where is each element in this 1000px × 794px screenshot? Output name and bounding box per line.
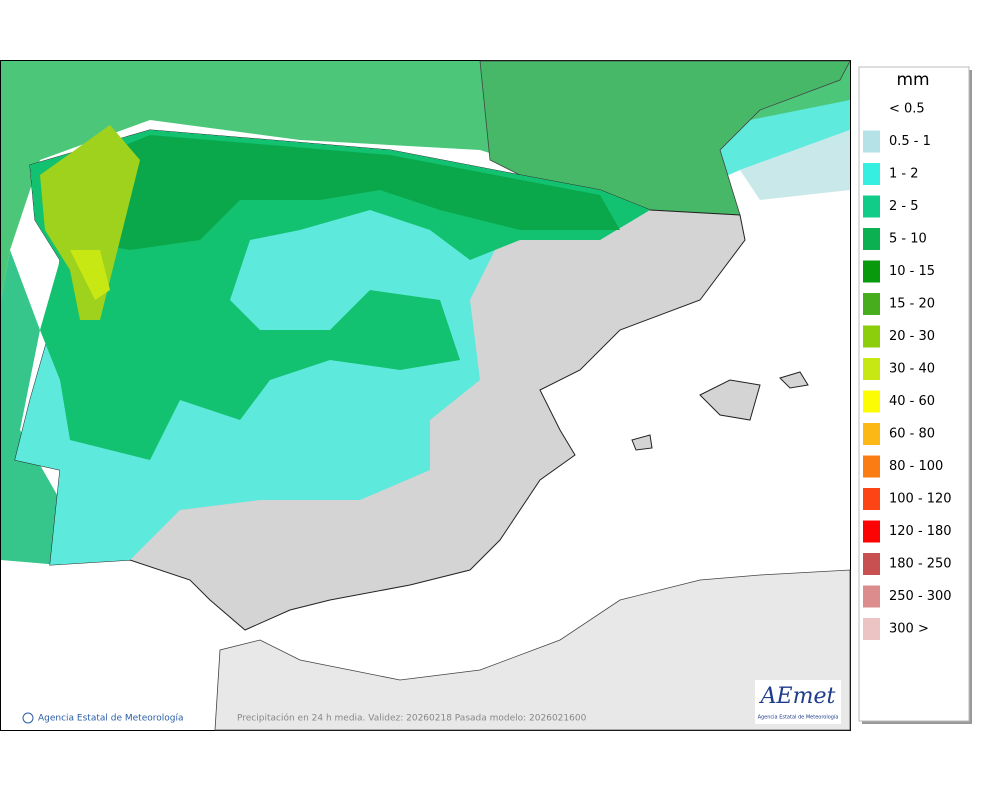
copyright-icon — [22, 712, 34, 724]
legend-label: 60 - 80 — [889, 427, 935, 442]
island — [779, 371, 809, 389]
legend-label: 120 - 180 — [889, 524, 952, 539]
credit: Agencia Estatal de Meteorología — [38, 714, 184, 724]
legend-swatch — [863, 390, 880, 413]
logo: AEmet — [759, 684, 836, 709]
precip-20-30 — [40, 125, 140, 320]
legend-swatch — [863, 325, 880, 348]
legend-label: 1 - 2 — [889, 167, 919, 182]
legend-swatch — [863, 455, 880, 478]
legend-swatch — [863, 423, 880, 445]
legend-swatch — [863, 260, 880, 283]
logo-subtitle: Agencia Estatal de Meteorología — [758, 714, 839, 721]
legend-swatch — [863, 585, 880, 608]
sea-precip — [1, 250, 60, 565]
legend-label: 300 > — [889, 622, 929, 637]
legend-swatch — [863, 553, 880, 575]
legend-swatch — [863, 488, 880, 510]
precip-30-40 — [70, 250, 110, 300]
legend-label: 250 - 300 — [889, 589, 952, 604]
legend-swatch — [863, 293, 880, 315]
legend-label: 2 - 5 — [889, 199, 919, 214]
legend-label: 30 - 40 — [889, 362, 935, 377]
legend-swatch — [863, 358, 880, 380]
legend-items: < 0.5 0.5 - 1 1 - 2 2 - 5 5 - 10 10 - 15 15 - … — [863, 102, 952, 640]
legend-swatch — [863, 228, 880, 250]
legend-label: 0.5 - 1 — [889, 134, 931, 149]
legend-label: 100 - 120 — [889, 492, 952, 507]
legend-label: 20 - 30 — [889, 329, 935, 344]
legend-label: < 0.5 — [889, 102, 925, 117]
legend-label: 180 - 250 — [889, 557, 952, 572]
sea-precip — [740, 130, 850, 200]
legend-swatch — [863, 618, 880, 640]
legend-label: 15 - 20 — [889, 297, 935, 312]
legend-label: 10 - 15 — [889, 264, 935, 279]
legend-swatch — [863, 195, 880, 218]
legend-label: 40 - 60 — [889, 394, 935, 409]
land — [214, 569, 851, 731]
caption: Precipitación en 24 h media. Validez: 20… — [237, 713, 587, 724]
legend-label: 80 - 100 — [889, 459, 943, 474]
island — [699, 379, 761, 421]
legend-swatch — [863, 520, 880, 543]
island — [631, 434, 653, 451]
logo-box — [755, 680, 841, 724]
legend-swatch — [863, 163, 880, 185]
legend-label: 5 - 10 — [889, 232, 927, 247]
legend-swatch — [863, 130, 880, 153]
precip-5-10 — [40, 135, 620, 250]
legend-unit: mm — [896, 70, 929, 90]
